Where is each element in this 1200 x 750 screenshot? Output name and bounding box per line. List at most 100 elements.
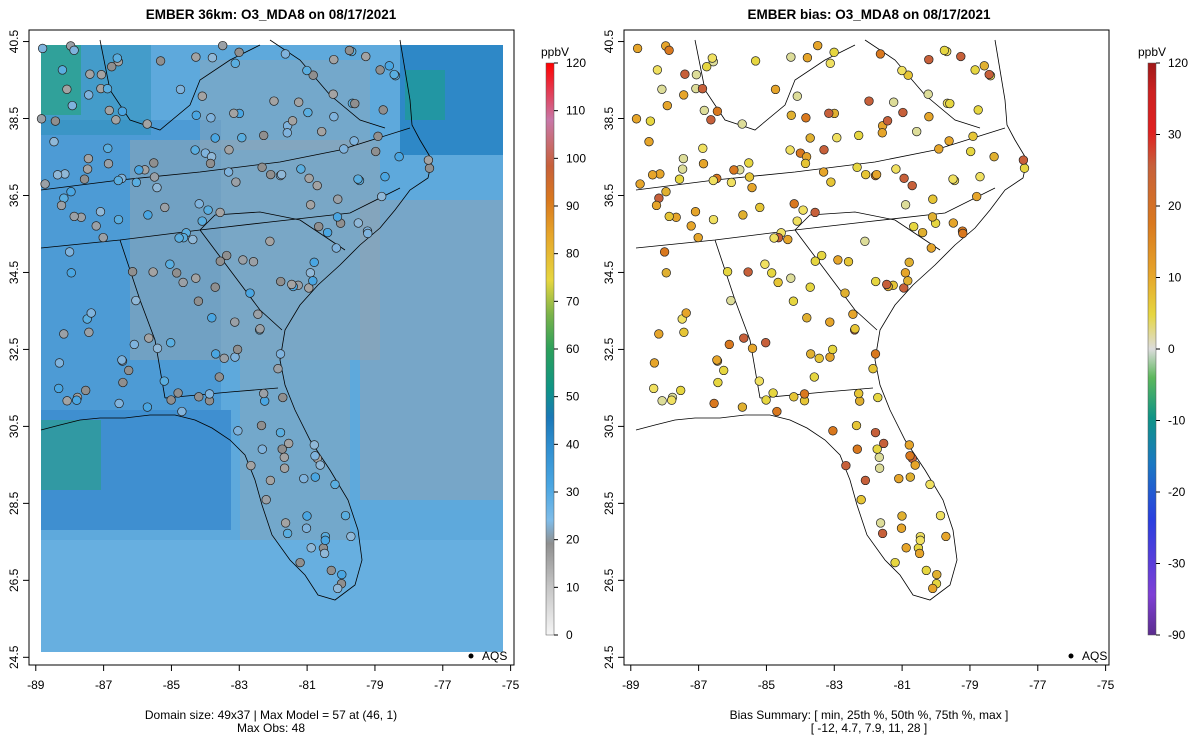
observation-site-marker [709,398,719,409]
observation-site-marker [67,100,77,111]
observation-site-marker [98,232,108,243]
observation-site-marker [259,388,269,399]
observation-site-marker [131,177,142,188]
observation-site-marker [322,227,333,238]
observation-site-marker [424,163,435,173]
colorbar-tick-label: -30 [1168,557,1186,571]
observation-site-marker [877,128,887,138]
observation-site-marker [719,365,729,376]
observation-site-marker [698,143,708,153]
observation-site-marker [257,162,267,172]
observation-site-marker [833,255,843,265]
observation-site-marker [203,205,213,215]
observation-site-marker [310,451,320,461]
observation-site-marker [246,460,256,471]
observation-site-marker [769,233,779,243]
observation-site-marker [299,473,309,484]
bias-panel-title: EMBER bias: O3_MDA8 on 08/17/2021 [747,7,991,22]
observation-site-marker [944,136,954,146]
observation-site-marker [805,133,815,143]
observation-site-marker [810,256,820,266]
colorbar-tick-label: 100 [566,151,586,165]
observation-site-marker [346,531,356,542]
model-panel: EMBER 36km: O3_MDA8 on 08/17/2021 [7,7,586,735]
observation-site-marker [175,84,186,95]
observation-site-marker [662,100,672,111]
observation-site-marker [697,84,708,94]
observation-site-marker [661,268,671,278]
observation-site-marker [56,200,67,211]
observation-site-marker [207,53,218,63]
observation-site-marker [832,133,842,143]
observation-site-marker [737,402,748,412]
observation-site-marker [152,182,162,193]
observation-site-marker [218,40,228,51]
observation-site-marker [233,426,243,436]
observation-site-marker [802,313,812,323]
observation-site-marker [378,105,388,115]
observation-site-marker [747,343,758,353]
observation-site-marker [194,392,204,402]
observation-site-marker [813,40,823,51]
observation-site-marker [882,116,893,126]
observation-site-marker [210,282,220,292]
observation-site-marker [706,115,716,125]
observation-site-marker [860,236,870,246]
observation-site-marker [337,569,347,580]
observation-site-marker [915,535,925,545]
observation-site-marker [786,110,796,120]
colorbar-tick-label: 10 [566,580,580,594]
observation-site-marker [873,392,883,403]
x-tick-label: -75 [1097,678,1115,692]
observation-site-marker [207,313,217,323]
observation-site-marker [805,282,815,292]
observation-site-marker [197,91,207,101]
observation-site-marker [333,583,343,594]
model-plot-frame [28,29,515,666]
colorbar-tick-label: 0 [1168,342,1175,356]
observation-site-marker [690,207,701,217]
observation-site-marker [652,65,663,75]
bias-aqs-legend-dot [1068,653,1074,659]
observation-site-marker [972,191,982,202]
observation-site-marker [329,54,339,65]
observation-site-marker [66,268,76,278]
observation-site-marker [303,107,313,118]
observation-site-marker [874,463,885,473]
observation-site-marker [755,202,765,213]
observation-site-marker [113,214,124,225]
observation-site-marker [191,273,201,283]
x-tick-label: -85 [163,678,181,692]
observation-site-marker [928,583,938,594]
observation-site-marker [761,395,771,405]
observation-site-marker [350,98,360,109]
observation-site-marker [657,396,667,406]
bias-aqs-legend-label: AQS [1082,649,1107,663]
observation-site-marker [966,146,976,157]
observation-site-marker [768,388,778,398]
observation-site-marker [344,45,355,56]
observation-site-marker [945,98,955,109]
observation-site-marker [649,383,659,394]
observation-site-marker [860,475,871,486]
observation-site-marker [786,273,796,283]
observation-site-marker [269,96,279,106]
observation-site-marker [149,172,160,182]
observation-site-marker [103,143,113,153]
observation-site-marker [904,257,914,267]
observation-site-marker [708,175,718,186]
observation-site-marker [332,212,343,222]
observation-site-marker [229,108,239,118]
observation-site-marker [304,173,314,183]
observation-site-marker [280,49,291,59]
observation-site-marker [211,349,221,359]
y-tick-label: 24.5 [7,645,21,669]
observation-site-marker [677,164,688,174]
observation-site-marker [874,452,884,462]
observation-site-marker [864,96,874,106]
observation-site-marker [843,257,854,267]
observation-site-marker [871,276,881,287]
observation-site-marker [308,70,318,80]
observation-site-marker [903,70,913,80]
y-tick-label: 36.5 [7,183,21,207]
